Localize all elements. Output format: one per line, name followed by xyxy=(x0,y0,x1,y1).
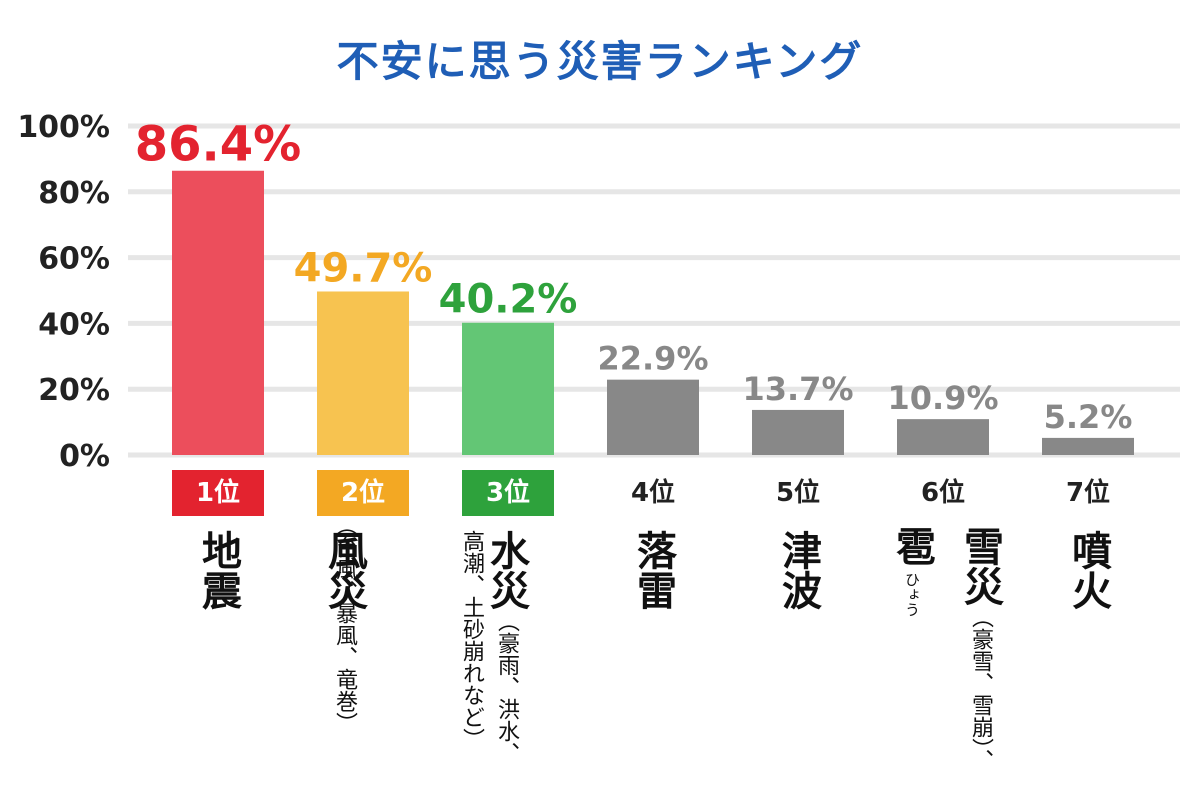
category-label-lightning: 落雷 xyxy=(630,530,676,610)
rank-label-6: 6位 xyxy=(897,470,989,516)
bar xyxy=(1042,437,1134,455)
y-tick-label: 100% xyxy=(17,110,110,145)
category-main: 地震 xyxy=(195,530,241,610)
data-label: 13.7% xyxy=(742,370,853,408)
category-main: 水災 xyxy=(483,530,529,610)
category-label-snow: 雪災（豪雪、雪崩）、 xyxy=(957,526,1003,788)
rank-label-7: 7位 xyxy=(1042,470,1134,516)
category-main: 落雷 xyxy=(630,530,676,610)
bar xyxy=(462,322,554,455)
category-main: 風災 xyxy=(321,530,367,610)
y-tick-label: 80% xyxy=(38,176,110,211)
bar xyxy=(752,409,844,455)
rank-label: 1位 xyxy=(195,478,241,508)
data-label: 86.4% xyxy=(135,117,302,173)
ruby-text: ひょう xyxy=(903,571,921,617)
category-main: 津波 xyxy=(775,530,821,610)
rank-label: 2位 xyxy=(340,478,386,508)
category-sub: （台風、暴風、竜巻） xyxy=(332,514,357,734)
category-sub: 土砂崩れなど） xyxy=(459,596,484,750)
rank-badge-3: 3位 xyxy=(462,470,554,516)
data-label: 5.2% xyxy=(1044,398,1133,436)
rank-label: 4位 xyxy=(630,478,676,508)
data-label: 10.9% xyxy=(887,379,998,417)
category-sub: （豪雨、洪水、高潮、 xyxy=(459,530,519,764)
y-tick-label: 0% xyxy=(59,439,110,474)
rank-label-4: 4位 xyxy=(607,470,699,516)
category-main: 噴火 xyxy=(1065,530,1111,610)
category-label-flood: 水災（豪雨、洪水、高潮、土砂崩れなど） xyxy=(458,530,529,770)
bar xyxy=(172,170,264,455)
bar xyxy=(317,291,409,455)
rank-label: 6位 xyxy=(920,478,966,508)
rank-label: 7位 xyxy=(1065,478,1111,508)
rank-badge-1: 1位 xyxy=(172,470,264,516)
rank-label: 5位 xyxy=(775,478,821,508)
bar xyxy=(897,419,989,455)
rank-label: 3位 xyxy=(485,478,531,508)
y-tick-label: 40% xyxy=(38,307,110,342)
category-label-earthquake: 地震 xyxy=(195,530,241,610)
category-label-tsunami: 津波 xyxy=(775,530,821,610)
bar xyxy=(607,379,699,455)
y-tick-label: 20% xyxy=(38,373,110,408)
category-sub: （豪雪、雪崩）、 xyxy=(968,606,993,771)
chart-title: 不安に思う災害ランキング xyxy=(336,37,864,86)
data-label: 49.7% xyxy=(294,245,433,291)
y-tick-label: 60% xyxy=(38,242,110,277)
rank-label-5: 5位 xyxy=(752,470,844,516)
category-label-eruption: 噴火 xyxy=(1065,530,1111,610)
data-label: 40.2% xyxy=(439,277,578,323)
data-label: 22.9% xyxy=(597,340,708,378)
category-main: 雹 xyxy=(889,526,935,566)
rank-badge-2: 2位 xyxy=(317,470,409,516)
category-label-wind: 風災（台風、暴風、竜巻） xyxy=(321,514,367,770)
category-label-hail-snow: 雹 ひょう xyxy=(889,526,935,788)
category-main: 雪災 xyxy=(957,526,1003,606)
